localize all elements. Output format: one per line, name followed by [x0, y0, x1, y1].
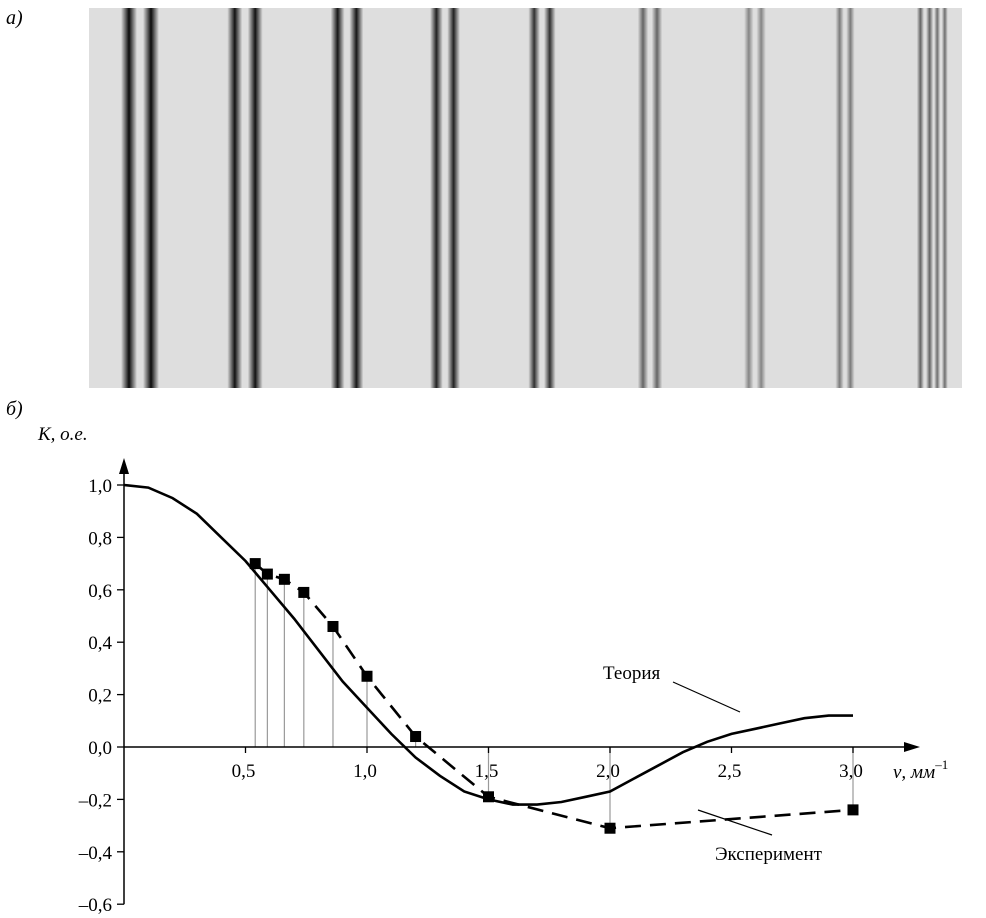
y-ticks: 1,0 0,8 0,6 0,4 0,2 0,0 –0,2 –0,4 –0,6 [78, 476, 124, 916]
panel-b-label: б) [6, 398, 23, 420]
stripe-9-1 [941, 8, 948, 388]
stripe-image-background [89, 8, 962, 388]
experiment-marker-6 [410, 731, 422, 743]
y-axis-title: K, о.е. [37, 424, 88, 445]
x-axis-arrow [904, 742, 920, 752]
y-tick-label-3: 0,4 [88, 633, 112, 654]
experiment-marker-1 [261, 568, 273, 580]
experiment-marker-2 [278, 573, 290, 585]
annotation-theory: Теория [603, 663, 660, 684]
y-axis-arrow [119, 458, 129, 474]
y-tick-label-4: 0,2 [88, 686, 112, 707]
x-tick-label-2: 1,5 [475, 761, 499, 782]
experiment-leader-line [697, 809, 773, 836]
x-tick-label-5: 3,0 [839, 761, 863, 782]
theory-leader-line [672, 681, 741, 713]
stripe-0-1 [143, 8, 159, 388]
stripe-8-1 [926, 8, 934, 388]
stripe-6-1 [756, 8, 766, 388]
stripe-6-0 [744, 8, 754, 388]
x-tick-label-4: 2,5 [718, 761, 742, 782]
y-tick-label-5: 0,0 [88, 738, 112, 759]
stripe-4-0 [528, 8, 540, 388]
stripe-5-0 [637, 8, 649, 388]
x-axis-title-text: ν, мм [893, 762, 935, 783]
experiment-marker-0 [249, 558, 261, 570]
y-axis-title-text: K, о.е. [37, 424, 88, 445]
stripe-2-1 [349, 8, 364, 388]
y-tick-label-8: –0,6 [78, 895, 112, 916]
experiment-marker-8 [604, 822, 616, 834]
series-experiment-markers [249, 558, 859, 834]
experiment-marker-4 [327, 620, 339, 632]
stripe-4-1 [544, 8, 556, 388]
stripe-7-0 [835, 8, 844, 388]
experiment-marker-9 [847, 804, 859, 816]
stripe-image [121, 8, 948, 388]
experiment-marker-7 [483, 791, 494, 803]
stripe-3-0 [430, 8, 443, 388]
stripe-1-0 [227, 8, 243, 388]
x-axis-title-sup: –1 [934, 757, 948, 772]
x-tick-label-3: 2,0 [596, 761, 620, 782]
annotation-experiment: Эксперимент [715, 844, 823, 865]
stripe-8-0 [916, 8, 924, 388]
stripe-7-1 [846, 8, 855, 388]
x-tick-label-1: 1,0 [353, 761, 377, 782]
plot-area: 1,0 0,8 0,6 0,4 0,2 0,0 –0,2 –0,4 –0,6 0,5 1,0 1,5… [78, 458, 948, 916]
experiment-marker-5 [361, 670, 373, 682]
stripe-0-0 [121, 8, 137, 388]
y-tick-label-2: 0,6 [88, 581, 112, 602]
series-experiment-line [254, 562, 854, 830]
y-tick-label-1: 0,8 [88, 528, 112, 549]
y-tick-label-7: –0,4 [78, 843, 113, 864]
experiment-marker-3 [298, 586, 310, 598]
y-tick-label-6: –0,2 [78, 790, 112, 811]
panel-a-label: а) [6, 7, 23, 29]
stripe-5-1 [651, 8, 663, 388]
stripe-1-1 [247, 8, 263, 388]
stripe-9-0 [934, 8, 941, 388]
x-axis-title: ν, мм–1 [893, 757, 948, 783]
x-tick-label-0: 0,5 [232, 761, 256, 782]
y-tick-label-0: 1,0 [88, 476, 112, 497]
sample-drop-lines [254, 563, 854, 829]
stripe-2-0 [330, 8, 345, 388]
stripe-3-1 [447, 8, 460, 388]
x-ticks: 0,5 1,0 1,5 2,0 2,5 3,0 [232, 747, 863, 782]
